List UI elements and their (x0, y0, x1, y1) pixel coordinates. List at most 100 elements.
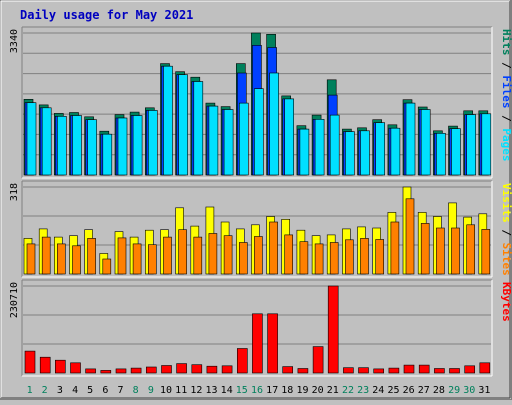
x-tick-label: 16 (251, 385, 263, 396)
kbytes-bar (297, 368, 309, 374)
x-tick-label: 21 (327, 385, 339, 396)
legend-sites: Sites (500, 243, 512, 276)
legend-files: Files (500, 75, 512, 108)
pages-bar (299, 128, 310, 176)
kbytes-bar (39, 356, 51, 374)
y-axis-max-label: 3340 (9, 29, 20, 53)
kbytes-bar (100, 370, 112, 374)
pages-bar (41, 107, 52, 176)
kbytes-bar (252, 313, 263, 374)
sites-bar (223, 235, 233, 275)
y-axis-max-label: 318 (9, 183, 20, 201)
x-tick-label: 9 (148, 385, 154, 396)
kbytes-bar (418, 364, 430, 374)
x-tick-label: 29 (448, 385, 460, 396)
x-tick-label: 17 (266, 385, 278, 396)
x-tick-label: 24 (372, 385, 384, 396)
x-tick-label: 22 (342, 385, 354, 396)
x-tick-label: 20 (312, 385, 324, 396)
x-tick-label: 10 (160, 385, 172, 396)
x-tick-label: 11 (175, 385, 187, 396)
pages-bar (436, 133, 446, 176)
x-tick-label: 18 (281, 385, 293, 396)
pages-bar (56, 116, 67, 176)
legend-kbytes: KBytes (500, 282, 512, 322)
pages-bar (405, 102, 416, 176)
kbytes-bar (146, 366, 157, 374)
series-legend-label: Visits / Sites (500, 183, 512, 276)
kbytes-bar (312, 346, 324, 374)
sites-bar (208, 233, 218, 275)
pages-bar (26, 102, 37, 176)
sites-bar (284, 234, 294, 275)
x-tick-label: 25 (387, 385, 399, 396)
x-axis-day-labels: 1 2 3 4 5 6 7 8 9 10 11 12 13 14 15 16 17 18 19 20 21 22 23 24 2… (27, 385, 491, 396)
sites-bar (314, 243, 324, 275)
kbytes-bar (267, 313, 278, 374)
kbytes-bar (237, 348, 248, 374)
x-tick-label: 31 (478, 385, 490, 396)
legend-separator: / (500, 109, 512, 129)
pages-bar (269, 72, 279, 176)
x-tick-label: 28 (433, 385, 445, 396)
x-tick-label: 8 (133, 385, 139, 396)
kbytes-bar (358, 367, 369, 374)
kbytes-bar (434, 368, 445, 374)
pages-bar (193, 81, 204, 176)
pages-bar (223, 109, 234, 176)
panel-3: 230710 KBytes (9, 279, 512, 377)
series-legend-label: Hits / Files / Pages (500, 29, 512, 162)
sites-bar (405, 198, 415, 275)
sites-bar (56, 243, 66, 275)
x-tick-label: 26 (403, 385, 415, 396)
x-tick-label: 7 (117, 385, 123, 396)
x-tick-label: 2 (42, 385, 48, 396)
kbytes-bar (464, 365, 476, 374)
kbytes-bar (373, 368, 385, 374)
x-tick-label: 13 (205, 385, 217, 396)
sites-bar (163, 236, 172, 275)
pages-bar (102, 133, 113, 176)
legend-separator: / (500, 223, 512, 243)
pages-bar (329, 114, 340, 176)
pages-bar (345, 131, 355, 176)
sites-bar (466, 224, 476, 275)
sites-bar (360, 238, 369, 275)
sites-bar (87, 238, 96, 275)
pages-bar (451, 128, 461, 176)
sites-bar (481, 229, 491, 275)
pages-bar (254, 88, 264, 176)
pages-bar (87, 119, 97, 176)
panel-2: 318 Visits / Sites (9, 180, 512, 278)
sites-bar (72, 245, 81, 275)
kbytes-bar (343, 367, 354, 374)
sites-bar (26, 243, 36, 275)
pages-bar (390, 127, 401, 176)
sites-bar (102, 258, 112, 275)
sites-bar (41, 236, 51, 275)
sites-bar (436, 227, 445, 275)
pages-bar (178, 74, 188, 176)
x-tick-label: 3 (57, 385, 63, 396)
kbytes-bar (191, 364, 203, 374)
x-tick-label: 12 (190, 385, 202, 396)
pages-bar (466, 114, 477, 176)
kbytes-bar (282, 366, 294, 374)
pages-bar (314, 119, 325, 176)
panel-1: 3340 Hits / Files / Pages (9, 26, 512, 179)
x-tick-label: 15 (236, 385, 248, 396)
sites-bar (390, 221, 400, 275)
chart-title: Daily usage for May 2021 (20, 8, 193, 22)
y-axis-max-label: 230710 (9, 282, 20, 318)
sites-bar (254, 236, 263, 275)
kbytes-bar (24, 350, 36, 374)
series-legend-label: KBytes (500, 282, 512, 322)
x-tick-label: 27 (418, 385, 430, 396)
kbytes-bar (221, 365, 233, 374)
x-tick-label: 4 (72, 385, 78, 396)
sites-bar (239, 242, 248, 275)
sites-bar (345, 239, 354, 275)
kbytes-bar (176, 363, 187, 374)
